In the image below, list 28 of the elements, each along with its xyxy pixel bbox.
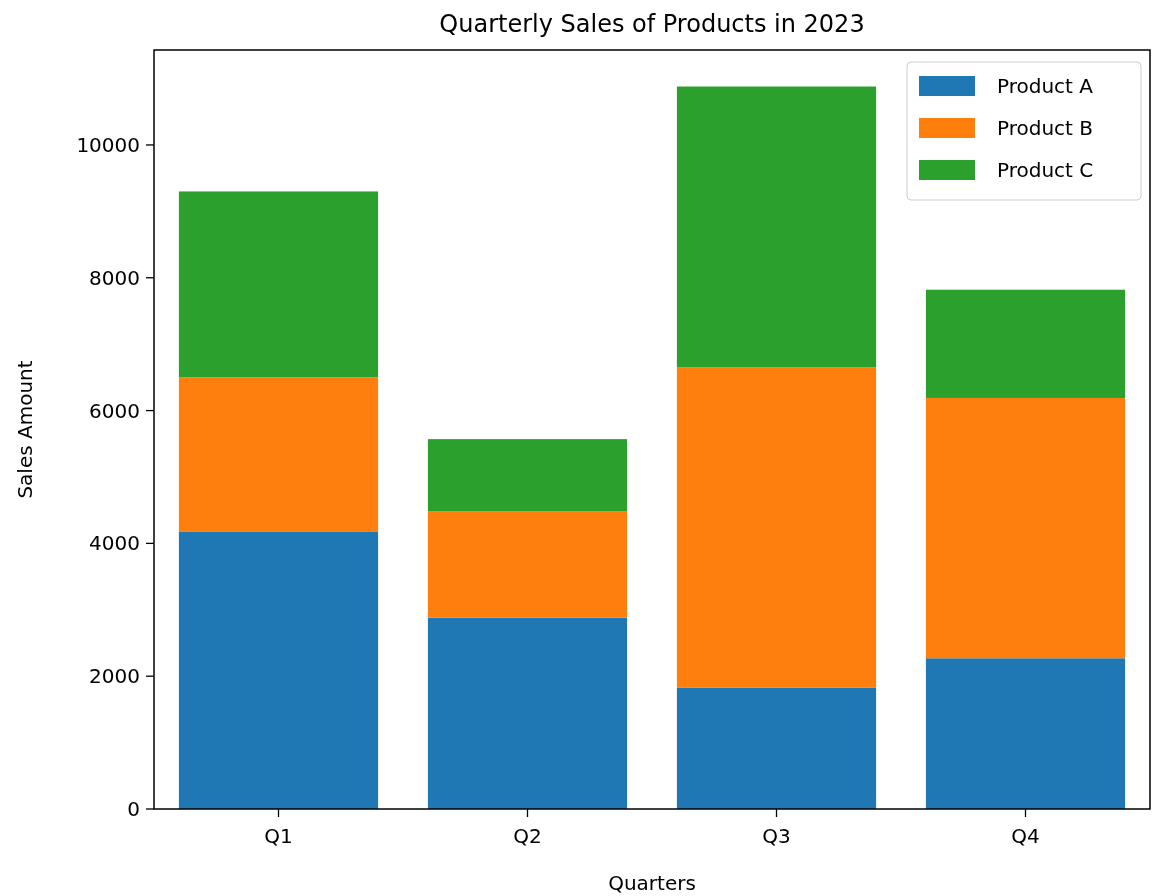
y-axis-title: Sales Amount (13, 360, 37, 499)
bar (925, 658, 1126, 809)
bar (676, 367, 877, 688)
x-tick-label: Q2 (513, 824, 542, 848)
bar (178, 531, 379, 809)
bar (427, 439, 628, 512)
bar (178, 377, 379, 532)
x-tick-label: Q3 (762, 824, 791, 848)
bar (427, 617, 628, 809)
chart-title: Quarterly Sales of Products in 2023 (439, 10, 865, 38)
y-tick-label: 0 (127, 797, 140, 821)
legend-label: Product C (997, 158, 1094, 182)
bar (427, 511, 628, 618)
bar (925, 289, 1126, 398)
y-tick-label: 8000 (89, 265, 140, 290)
y-tick-label: 2000 (89, 664, 140, 689)
bar (925, 397, 1126, 659)
y-tick-label: 4000 (89, 531, 140, 556)
bar (178, 191, 379, 378)
y-tick-label: 6000 (89, 398, 140, 423)
legend-label: Product B (997, 116, 1094, 140)
bar (676, 687, 877, 809)
x-tick-label: Q1 (264, 824, 293, 848)
x-axis-title: Quarters (608, 871, 696, 895)
legend-label: Product A (997, 74, 1094, 98)
x-tick-label: Q4 (1011, 824, 1040, 848)
y-tick-label: 10000 (76, 132, 140, 157)
bar (676, 86, 877, 368)
